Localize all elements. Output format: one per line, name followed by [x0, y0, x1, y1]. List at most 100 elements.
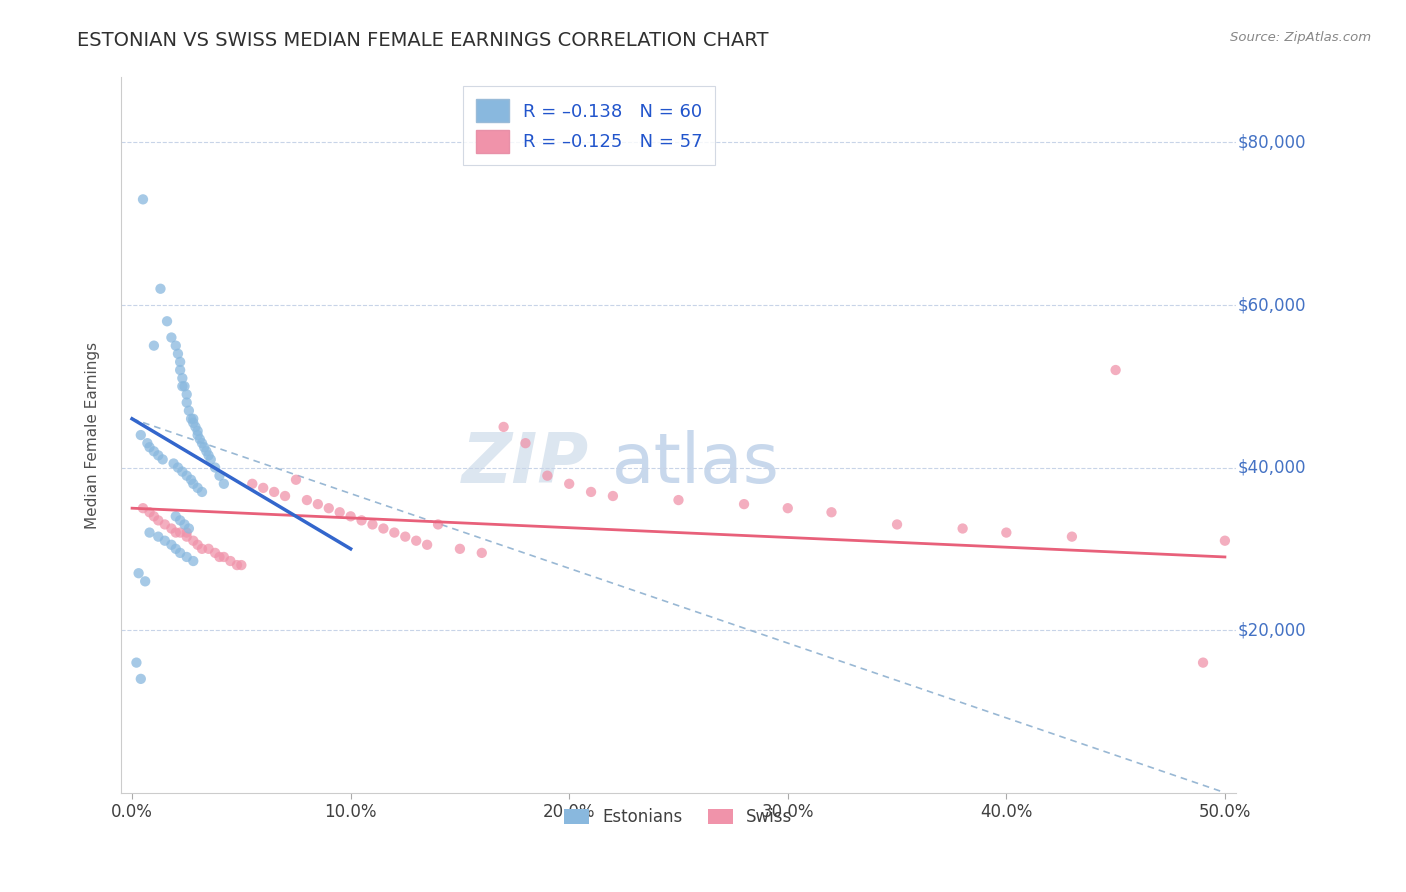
- Point: [350, 513, 373, 527]
- Point: [153, 533, 176, 548]
- Text: Source: ZipAtlas.com: Source: ZipAtlas.com: [1230, 31, 1371, 45]
- Legend: Estonians, Swiss: Estonians, Swiss: [555, 800, 801, 834]
- Point: [165, 338, 187, 352]
- Point: [173, 517, 195, 532]
- Point: [176, 468, 198, 483]
- Text: ZIP: ZIP: [463, 430, 589, 497]
- Point: [142, 338, 165, 352]
- Point: [167, 460, 190, 475]
- Point: [449, 541, 471, 556]
- Point: [263, 485, 285, 500]
- Point: [156, 314, 179, 328]
- Point: [820, 505, 842, 519]
- Point: [212, 549, 235, 564]
- Point: [181, 416, 204, 430]
- Point: [176, 530, 198, 544]
- Point: [200, 452, 222, 467]
- Point: [129, 672, 152, 686]
- Point: [176, 525, 198, 540]
- Point: [180, 411, 202, 425]
- Point: [733, 497, 755, 511]
- Point: [134, 574, 156, 589]
- Point: [169, 513, 191, 527]
- Point: [125, 656, 148, 670]
- Point: [180, 473, 202, 487]
- Point: [138, 505, 160, 519]
- Point: [1192, 656, 1215, 670]
- Point: [148, 530, 170, 544]
- Point: [231, 558, 253, 573]
- Point: [165, 541, 187, 556]
- Point: [471, 546, 494, 560]
- Point: [394, 530, 416, 544]
- Point: [172, 371, 194, 385]
- Point: [160, 330, 183, 344]
- Point: [148, 513, 170, 527]
- Point: [191, 436, 214, 450]
- Point: [416, 538, 439, 552]
- Point: [138, 440, 160, 454]
- Point: [204, 546, 226, 560]
- Point: [952, 522, 974, 536]
- Point: [187, 424, 209, 438]
- Point: [128, 566, 150, 581]
- Point: [184, 420, 207, 434]
- Point: [193, 440, 215, 454]
- Point: [188, 432, 211, 446]
- Point: [187, 538, 209, 552]
- Point: [149, 282, 172, 296]
- Point: [382, 525, 405, 540]
- Point: [886, 517, 908, 532]
- Point: [138, 525, 160, 540]
- Point: [177, 403, 200, 417]
- Point: [602, 489, 624, 503]
- Point: [274, 489, 297, 503]
- Point: [668, 493, 690, 508]
- Point: [160, 538, 183, 552]
- Point: [129, 428, 152, 442]
- Point: [187, 481, 209, 495]
- Point: [427, 517, 450, 532]
- Point: [172, 379, 194, 393]
- Point: [172, 465, 194, 479]
- Point: [373, 522, 395, 536]
- Point: [148, 448, 170, 462]
- Point: [169, 355, 191, 369]
- Point: [318, 501, 340, 516]
- Point: [197, 541, 219, 556]
- Point: [152, 452, 174, 467]
- Point: [153, 517, 176, 532]
- Point: [219, 554, 242, 568]
- Point: [167, 347, 190, 361]
- Point: [240, 476, 263, 491]
- Point: [204, 460, 226, 475]
- Point: [776, 501, 799, 516]
- Point: [165, 509, 187, 524]
- Point: [169, 525, 191, 540]
- Point: [181, 554, 204, 568]
- Point: [132, 192, 155, 206]
- Point: [252, 481, 274, 495]
- Point: [191, 541, 214, 556]
- Text: $20,000: $20,000: [1239, 621, 1306, 639]
- Point: [515, 436, 537, 450]
- Point: [160, 522, 183, 536]
- Point: [177, 522, 200, 536]
- Point: [181, 476, 204, 491]
- Text: $60,000: $60,000: [1239, 296, 1306, 314]
- Point: [285, 473, 308, 487]
- Point: [169, 546, 191, 560]
- Point: [208, 549, 231, 564]
- Point: [176, 395, 198, 409]
- Point: [361, 517, 384, 532]
- Point: [339, 509, 361, 524]
- Point: [307, 497, 329, 511]
- Point: [191, 485, 214, 500]
- Point: [492, 420, 515, 434]
- Point: [165, 525, 187, 540]
- Point: [195, 444, 218, 458]
- Point: [1213, 533, 1236, 548]
- Point: [405, 533, 427, 548]
- Text: ESTONIAN VS SWISS MEDIAN FEMALE EARNINGS CORRELATION CHART: ESTONIAN VS SWISS MEDIAN FEMALE EARNINGS…: [77, 31, 769, 50]
- Point: [162, 457, 184, 471]
